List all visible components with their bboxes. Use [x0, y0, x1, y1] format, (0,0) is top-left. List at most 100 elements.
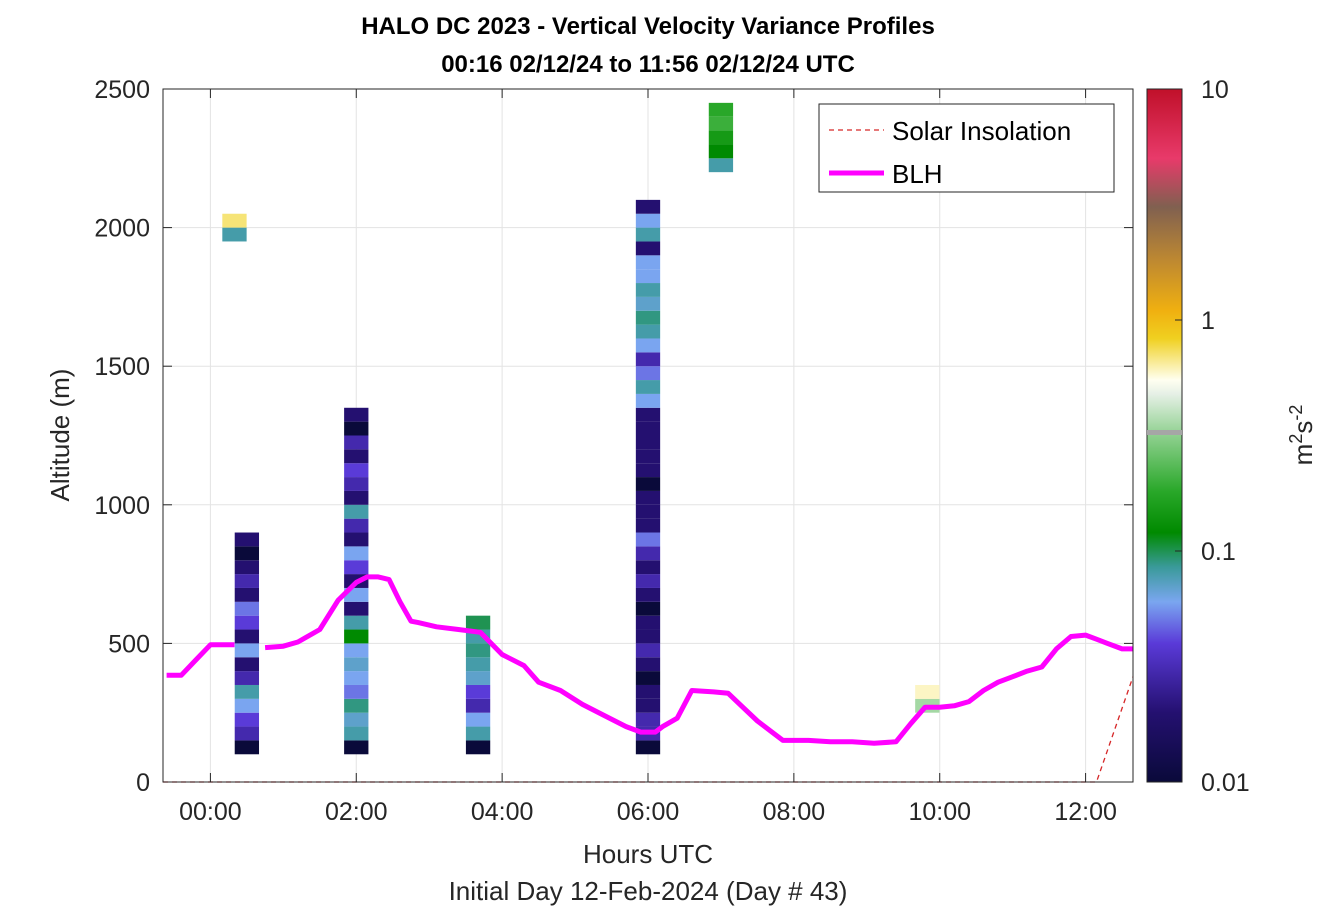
heatmap-cell	[234, 643, 260, 658]
heatmap-cell	[635, 684, 661, 699]
colorbar-tick-label: 0.01	[1201, 769, 1250, 797]
x-tick-label: 02:00	[325, 798, 388, 826]
colorbar-label: m2s-2	[1286, 405, 1318, 466]
series-lines	[163, 574, 1134, 783]
heatmap-cell	[708, 116, 734, 131]
heatmap-cell	[465, 671, 491, 685]
heatmap-cell	[234, 698, 260, 713]
heatmap-cell	[635, 393, 661, 408]
x-tick-label: 08:00	[763, 798, 826, 826]
heatmap-cell	[344, 463, 369, 478]
heatmap-cell	[635, 490, 661, 505]
heatmap-cell	[635, 629, 661, 644]
x-tick-label: 06:00	[617, 798, 680, 826]
heatmap-cell	[708, 130, 734, 145]
heatmap-cell	[635, 366, 661, 381]
y-axis-ticks: 0 500 1000 1500 2000 2500	[94, 76, 1133, 797]
heatmap-cell	[635, 587, 661, 602]
heatmap-cell	[344, 532, 369, 547]
blh-line	[166, 642, 235, 678]
heatmap-cell	[344, 712, 369, 727]
heatmap-cell	[465, 643, 491, 658]
x-tick-label: 12:00	[1054, 798, 1117, 826]
colorbar-gradient	[1146, 88, 1183, 783]
heatmap-cell	[635, 615, 661, 630]
y-tick-label: 1000	[94, 492, 150, 520]
heatmap-cell	[635, 269, 661, 284]
heatmap-cell	[344, 560, 369, 575]
heatmap-cell	[344, 490, 369, 505]
legend-box	[818, 103, 1115, 193]
heatmap-cell	[344, 684, 369, 699]
heatmap-cell	[344, 407, 369, 422]
heatmap-cell	[344, 740, 369, 755]
colorbar: 0.01 0.1 1 10 m2s-2	[1146, 76, 1318, 797]
heatmap-cell	[635, 504, 661, 519]
heatmap-cell	[234, 615, 260, 630]
y-axis-label: Altitude (m)	[45, 369, 75, 502]
legend-label-solar: Solar Insolation	[892, 116, 1071, 146]
heatmap-cell	[915, 684, 940, 699]
x-axis-label: Hours UTC	[583, 839, 713, 869]
heatmap-cell	[635, 546, 661, 561]
heatmap-cell	[344, 435, 369, 450]
heatmap-cell	[234, 740, 260, 755]
x-tick-label: 10:00	[908, 798, 971, 826]
y-tick-label: 0	[136, 769, 150, 797]
chart-subtitle: 00:16 02/12/24 to 11:56 02/12/24 UTC	[441, 51, 855, 78]
heatmap-cell	[344, 726, 369, 741]
colorbar-grey-band	[1147, 430, 1182, 435]
heatmap-cell	[344, 601, 369, 616]
heatmap-cell	[635, 518, 661, 533]
heatmap-cell	[635, 199, 661, 214]
heatmap-cell	[635, 657, 661, 672]
heatmap-cell	[635, 380, 661, 394]
chart-title: HALO DC 2023 - Vertical Velocity Varianc…	[361, 13, 935, 40]
heatmap-cell	[465, 657, 491, 672]
heatmap-cell	[234, 671, 260, 685]
heatmap-cell	[635, 227, 661, 242]
heatmap-cell	[234, 726, 260, 741]
heatmap-cell	[234, 712, 260, 727]
heatmap-cell	[344, 643, 369, 658]
heatmap-cell	[234, 629, 260, 644]
heatmap-cell	[234, 601, 260, 616]
heatmap-cell	[635, 338, 661, 353]
heatmap-cell	[234, 560, 260, 575]
x-tick-label: 00:00	[179, 798, 242, 826]
heatmap-cell	[344, 671, 369, 685]
heatmap-cell	[465, 740, 491, 755]
heatmap-cell	[635, 310, 661, 325]
heatmap-cell	[635, 296, 661, 311]
heatmap-cell	[234, 657, 260, 672]
heatmap-cell	[465, 698, 491, 713]
heatmap-cell	[635, 324, 661, 339]
heatmap-cell	[635, 213, 661, 228]
heatmap-cell	[344, 421, 369, 436]
x-tick-label: 04:00	[471, 798, 534, 826]
heatmap-cell	[635, 477, 661, 491]
y-tick-label: 2000	[94, 215, 150, 243]
heatmap-cell	[344, 698, 369, 713]
heatmap-cell	[635, 463, 661, 478]
heatmap-cell	[234, 546, 260, 561]
x-axis-ticks: 00:00 02:00 04:00 06:00 08:00 10:00 12:00	[179, 89, 1117, 826]
heatmap-cell	[234, 684, 260, 699]
heatmap-cell	[635, 449, 661, 464]
heatmap-cell	[344, 657, 369, 672]
x-axis-sublabel: Initial Day 12-Feb-2024 (Day # 43)	[449, 876, 848, 906]
y-tick-label: 500	[108, 630, 150, 658]
heatmap-cell	[635, 255, 661, 270]
heatmap-cell	[708, 102, 734, 117]
heatmap-cell	[635, 671, 661, 685]
colorbar-tick-label: 0.1	[1201, 538, 1236, 566]
blh-line	[264, 574, 1133, 746]
heatmap-cell	[465, 684, 491, 699]
heatmap-cell	[708, 144, 734, 159]
heatmap-cell	[635, 601, 661, 616]
heatmap-cell	[222, 213, 247, 228]
heatmap-cell	[344, 449, 369, 464]
heatmap-cell	[465, 726, 491, 741]
legend: Solar Insolation BLH	[818, 103, 1115, 193]
